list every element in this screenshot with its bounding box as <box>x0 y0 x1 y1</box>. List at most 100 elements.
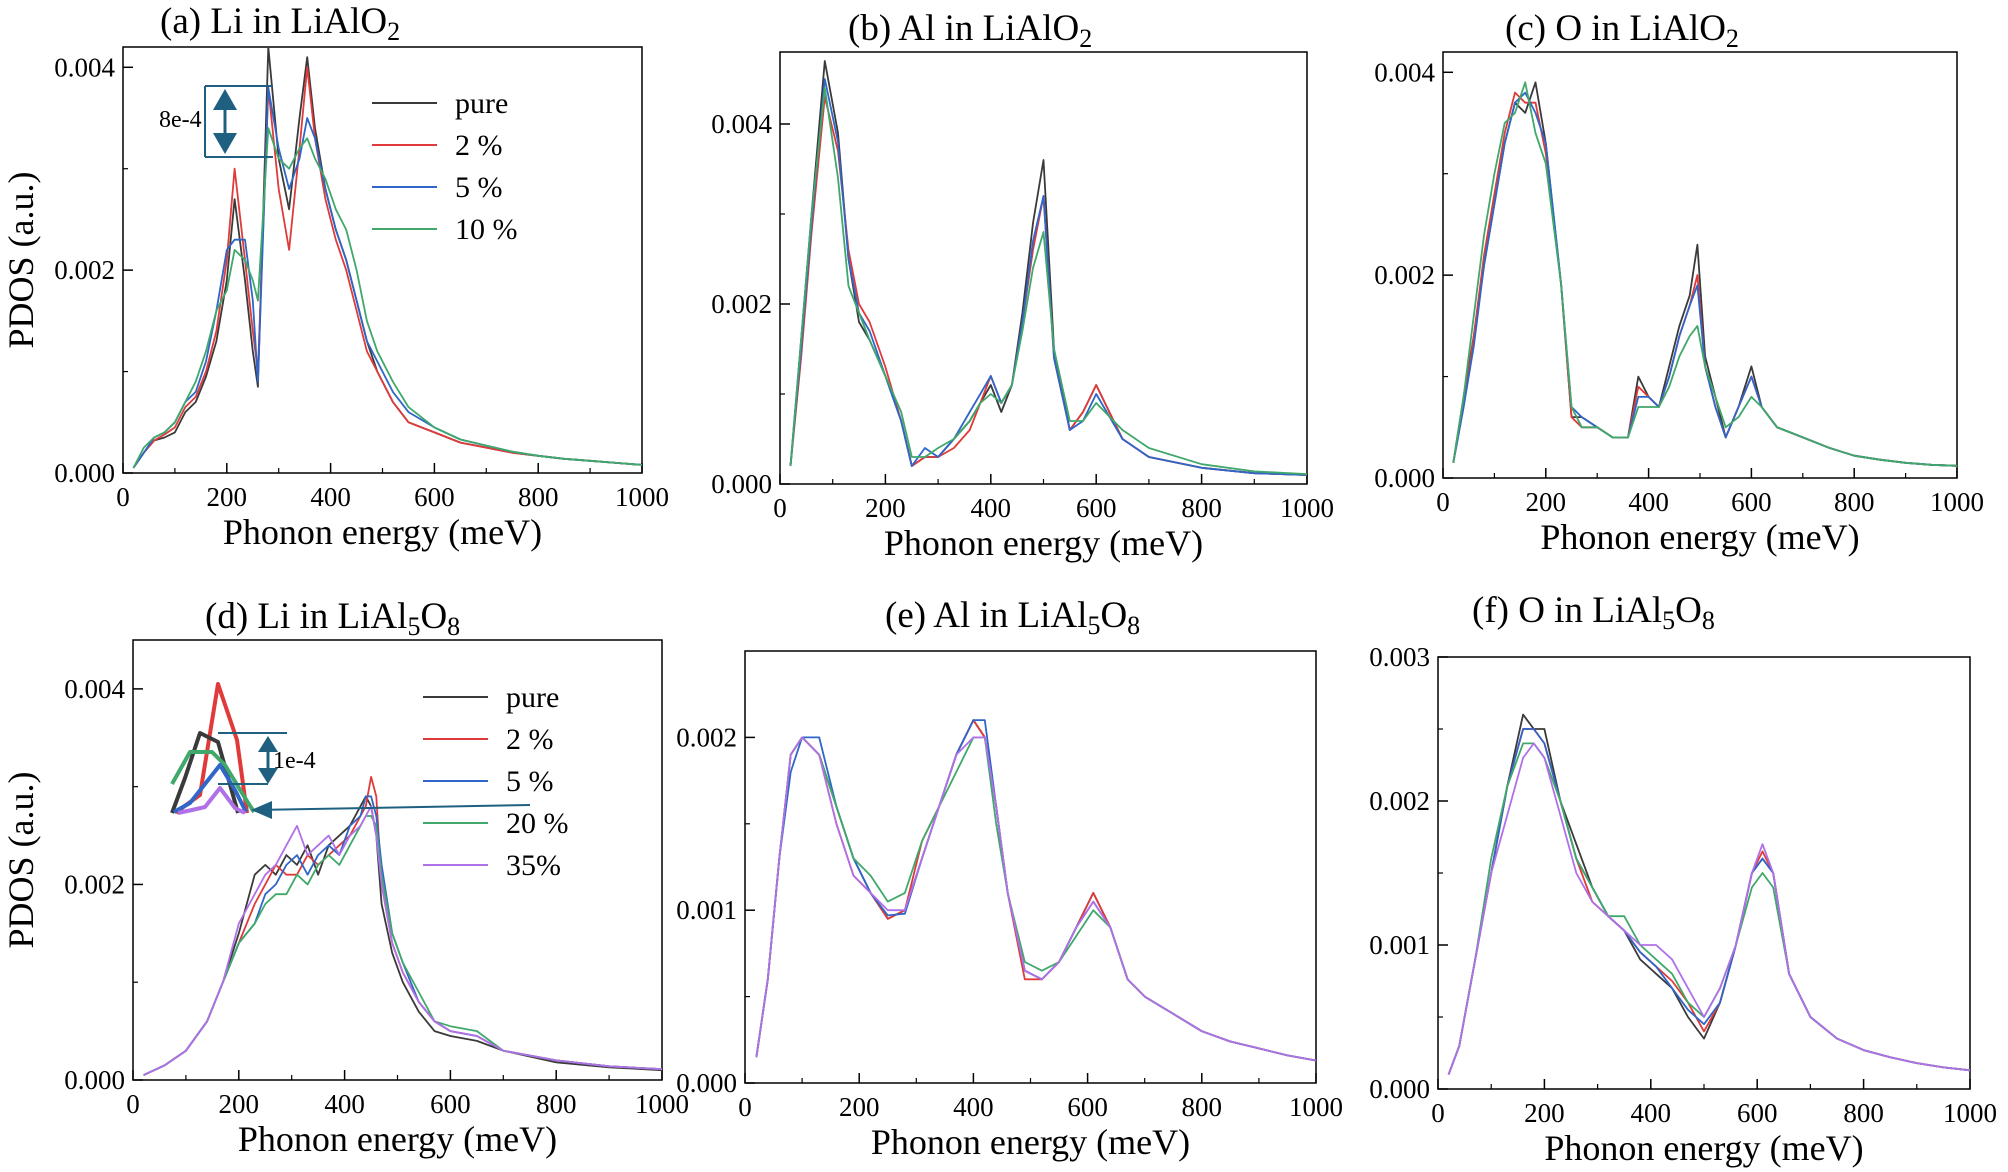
y-tick-label: 0.004 <box>64 674 125 704</box>
series-line-pure <box>143 795 663 1076</box>
x-tick-label: 600 <box>1737 1098 1778 1128</box>
x-tick-label: 800 <box>518 482 559 512</box>
x-tick-label: 200 <box>839 1092 880 1122</box>
panel-title-subscript: 2 <box>387 17 400 46</box>
x-tick-label: 600 <box>414 482 455 512</box>
panel-title-tail: O <box>1675 590 1702 631</box>
series-line-2 <box>1452 91 1958 467</box>
y-tick-label: 0.000 <box>54 458 115 488</box>
panel-title: (c) O in LiAlO2 <box>1505 8 1739 53</box>
x-tick-label: 1000 <box>1930 487 1984 517</box>
y-tick-label: 0.000 <box>1369 1074 1430 1104</box>
annotation-label: 8e-4 <box>159 107 202 133</box>
x-tick-label: 0 <box>126 1089 140 1119</box>
x-tick-label: 1000 <box>615 482 669 512</box>
y-tick-label: 0.000 <box>711 469 772 499</box>
chart-panel-b: 0 200 400 600 800 1000 0.000 0.002 0.004 Phonon e… <box>711 8 1334 563</box>
y-tick-label: 0.000 <box>64 1065 125 1095</box>
series-line-35 <box>755 736 1317 1062</box>
legend-label: 20 % <box>506 807 569 840</box>
inset-line <box>173 763 248 814</box>
y-tick-label: 0.002 <box>64 869 125 899</box>
series-line-20 <box>755 736 1317 1062</box>
inset-pointer-head <box>251 801 272 819</box>
annotation-arrow-head <box>213 133 237 154</box>
panel-title: (e) Al in LiAl5O8 <box>885 595 1140 640</box>
x-tick-label: 600 <box>1067 1092 1108 1122</box>
annotation-arrow-head <box>258 736 278 752</box>
panel-title-main: (f) O in LiAl <box>1472 590 1662 631</box>
y-axis-label: PDOS (a.u.) <box>1 772 41 949</box>
x-tick-label: 0 <box>738 1092 752 1122</box>
x-tick-label: 400 <box>310 482 351 512</box>
panel-title: (a) Li in LiAlO2 <box>160 1 400 46</box>
y-axis-label: PDOS (a.u.) <box>1 172 41 349</box>
x-tick-label: 800 <box>1843 1098 1884 1128</box>
annotation-label: 1e-4 <box>273 748 316 774</box>
series-line-20 <box>143 815 663 1076</box>
panel-title-subscript: 5 <box>407 612 420 641</box>
legend-label: 5 % <box>506 765 554 798</box>
chart-panel-a: 0 200 400 600 800 1000 0.000 0.002 0.004 Phonon e… <box>1 1 669 552</box>
x-tick-label: 200 <box>219 1089 260 1119</box>
legend-label: 5 % <box>455 171 503 204</box>
x-tick-label: 1000 <box>635 1089 689 1119</box>
y-tick-label: 0.002 <box>1374 260 1435 290</box>
legend-label: 10 % <box>455 213 518 246</box>
y-tick-label: 0.002 <box>1369 786 1430 816</box>
x-tick-label: 400 <box>1631 1098 1672 1128</box>
x-tick-label: 0 <box>1436 487 1450 517</box>
peak-inset: 1e-4 <box>170 682 531 819</box>
x-axis-label: Phonon energy (meV) <box>223 512 542 552</box>
series-line-pure <box>755 719 1317 1062</box>
x-tick-label: 0 <box>116 482 130 512</box>
x-tick-label: 200 <box>1526 487 1567 517</box>
series-line-pure <box>1452 81 1958 467</box>
x-axis-label: Phonon energy (meV) <box>884 523 1203 563</box>
x-tick-label: 1000 <box>1289 1092 1343 1122</box>
series-line-10 <box>789 87 1308 475</box>
series-line-2 <box>143 776 663 1076</box>
y-tick-label: 0.000 <box>676 1068 737 1098</box>
legend-label: 2 % <box>506 723 554 756</box>
series-line-5 <box>789 78 1308 476</box>
y-tick-label: 0.004 <box>54 52 115 82</box>
panel-title-subscript: 8 <box>1702 606 1715 635</box>
series-line-10 <box>1452 81 1958 467</box>
y-tick-label: 0.001 <box>1369 930 1430 960</box>
panel-title-subscript: 8 <box>447 612 460 641</box>
x-axis-label: Phonon energy (meV) <box>871 1122 1190 1162</box>
series-line-35 <box>143 805 663 1076</box>
x-tick-label: 400 <box>1628 487 1669 517</box>
series-line-35 <box>1447 742 1971 1075</box>
series-line-10 <box>132 127 643 469</box>
x-tick-label: 1000 <box>1280 493 1334 523</box>
x-axis-label: Phonon energy (meV) <box>238 1119 557 1159</box>
chart-panel-f: 0 200 400 600 800 1000 0.000 0.001 0.002 0.003 Pho… <box>1369 590 1997 1168</box>
x-tick-label: 200 <box>865 493 906 523</box>
legend-label: pure <box>455 87 508 120</box>
panel-title-main: (a) Li in LiAlO <box>160 1 387 42</box>
series-line-5 <box>143 795 663 1076</box>
x-tick-label: 800 <box>1182 1092 1223 1122</box>
panel-title-tail: O <box>1100 595 1127 636</box>
legend-label: pure <box>506 681 559 714</box>
series-line-2 <box>1447 728 1971 1075</box>
y-tick-label: 0.004 <box>711 109 772 139</box>
panel-title-main: (d) Li in LiAl <box>205 596 407 637</box>
plot-frame <box>744 650 1317 1084</box>
panel-title-main: (b) Al in LiAlO <box>848 8 1079 49</box>
x-axis-label: Phonon energy (meV) <box>1540 517 1859 557</box>
panel-title-tail: O <box>420 596 447 637</box>
panel-title-main: (c) O in LiAlO <box>1505 8 1726 49</box>
legend-label: 35% <box>506 849 561 882</box>
x-tick-label: 800 <box>1834 487 1875 517</box>
inset-line <box>177 786 246 815</box>
x-axis-label: Phonon energy (meV) <box>1544 1128 1863 1168</box>
series-line-2 <box>755 719 1317 1062</box>
y-tick-label: 0.000 <box>1374 463 1435 493</box>
x-tick-label: 0 <box>773 493 787 523</box>
series-line-2 <box>132 66 643 469</box>
series-line-pure <box>132 46 643 469</box>
x-tick-label: 400 <box>324 1089 365 1119</box>
